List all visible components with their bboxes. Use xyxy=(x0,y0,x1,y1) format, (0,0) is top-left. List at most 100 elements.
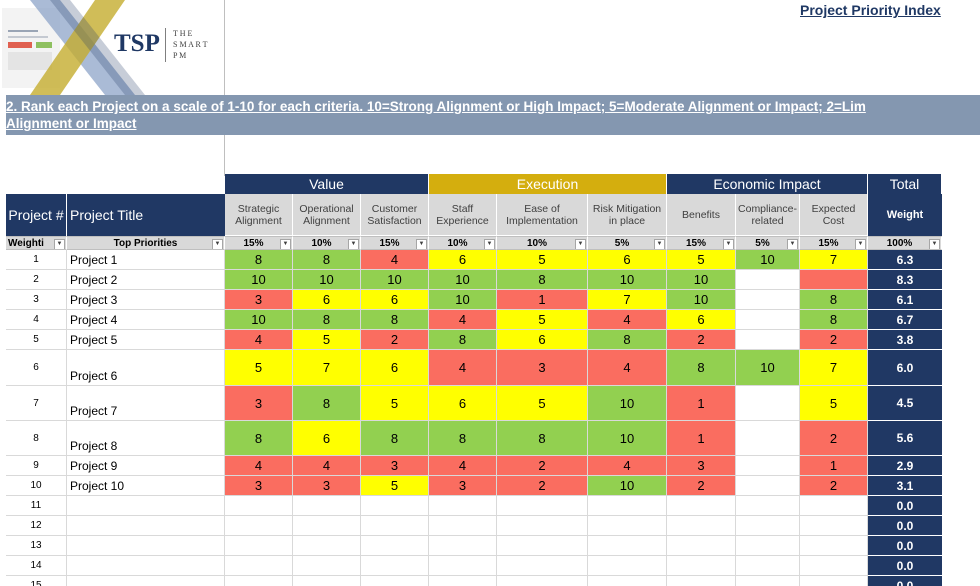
score-cell[interactable] xyxy=(225,536,293,556)
score-cell[interactable]: 10 xyxy=(667,290,736,310)
project-number-cell[interactable]: 3 xyxy=(6,290,67,310)
score-cell[interactable] xyxy=(293,576,361,586)
weight-cell[interactable]: 15% ▼ xyxy=(800,236,868,250)
score-cell[interactable] xyxy=(429,516,497,536)
score-cell[interactable] xyxy=(497,556,588,576)
score-cell[interactable]: 4 xyxy=(588,310,667,330)
score-cell[interactable] xyxy=(736,496,800,516)
weight-filter-button[interactable]: ▼ xyxy=(416,239,427,249)
score-cell[interactable]: 2 xyxy=(667,476,736,496)
score-cell[interactable] xyxy=(736,270,800,290)
project-number-cell[interactable]: 7 xyxy=(6,386,67,421)
weight-cell[interactable]: 5% ▼ xyxy=(588,236,667,250)
project-number-cell[interactable]: 15 xyxy=(6,576,67,586)
score-cell[interactable] xyxy=(361,556,429,576)
score-cell[interactable] xyxy=(361,536,429,556)
score-cell[interactable] xyxy=(800,270,868,290)
weight-filter-button[interactable]: ▼ xyxy=(348,239,359,249)
project-title-cell[interactable]: Project 2 xyxy=(67,270,225,290)
score-cell[interactable] xyxy=(225,576,293,586)
project-title-cell[interactable]: Project 9 xyxy=(67,456,225,476)
score-cell[interactable]: 10 xyxy=(293,270,361,290)
score-cell[interactable] xyxy=(293,556,361,576)
score-cell[interactable]: 6 xyxy=(361,290,429,310)
score-cell[interactable]: 10 xyxy=(225,270,293,290)
score-cell[interactable]: 3 xyxy=(497,350,588,386)
score-cell[interactable]: 8 xyxy=(588,330,667,350)
weight-cell[interactable]: 10% ▼ xyxy=(429,236,497,250)
score-cell[interactable] xyxy=(361,576,429,586)
score-cell[interactable]: 10 xyxy=(588,270,667,290)
score-cell[interactable]: 8 xyxy=(800,290,868,310)
score-cell[interactable]: 5 xyxy=(361,476,429,496)
score-cell[interactable] xyxy=(800,576,868,586)
project-title-cell[interactable] xyxy=(67,576,225,586)
score-cell[interactable]: 4 xyxy=(225,330,293,350)
score-cell[interactable]: 5 xyxy=(497,310,588,330)
score-cell[interactable] xyxy=(736,421,800,456)
score-cell[interactable] xyxy=(429,556,497,576)
score-cell[interactable] xyxy=(736,536,800,556)
score-cell[interactable]: 8 xyxy=(293,310,361,330)
score-cell[interactable] xyxy=(736,310,800,330)
project-title-cell[interactable]: Project 1 xyxy=(67,250,225,270)
score-cell[interactable]: 6 xyxy=(293,421,361,456)
score-cell[interactable]: 7 xyxy=(800,350,868,386)
score-cell[interactable] xyxy=(736,576,800,586)
score-cell[interactable]: 5 xyxy=(225,350,293,386)
score-cell[interactable]: 3 xyxy=(225,476,293,496)
score-cell[interactable]: 8 xyxy=(361,310,429,330)
weight-total-filter-button[interactable]: ▼ xyxy=(929,239,940,249)
project-number-cell[interactable]: 5 xyxy=(6,330,67,350)
score-cell[interactable]: 8 xyxy=(429,421,497,456)
project-title-cell[interactable] xyxy=(67,516,225,536)
score-cell[interactable] xyxy=(588,556,667,576)
project-title-cell[interactable]: Project 8 xyxy=(67,421,225,456)
score-cell[interactable] xyxy=(293,536,361,556)
score-cell[interactable] xyxy=(736,290,800,310)
score-cell[interactable] xyxy=(497,576,588,586)
score-cell[interactable]: 6 xyxy=(361,350,429,386)
score-cell[interactable]: 3 xyxy=(225,290,293,310)
score-cell[interactable] xyxy=(293,516,361,536)
weight-filter-button[interactable]: ▼ xyxy=(575,239,586,249)
score-cell[interactable]: 7 xyxy=(293,350,361,386)
score-cell[interactable] xyxy=(800,556,868,576)
weight-filter-button[interactable]: ▼ xyxy=(484,239,495,249)
score-cell[interactable] xyxy=(736,330,800,350)
score-cell[interactable] xyxy=(736,386,800,421)
score-cell[interactable]: 10 xyxy=(429,290,497,310)
score-cell[interactable] xyxy=(225,496,293,516)
weight-cell[interactable]: 5% ▼ xyxy=(736,236,800,250)
score-cell[interactable]: 1 xyxy=(497,290,588,310)
score-cell[interactable] xyxy=(667,556,736,576)
project-title-cell[interactable]: Project 10 xyxy=(67,476,225,496)
score-cell[interactable]: 6 xyxy=(429,250,497,270)
score-cell[interactable]: 2 xyxy=(800,330,868,350)
score-cell[interactable]: 2 xyxy=(497,456,588,476)
project-number-cell[interactable]: 10 xyxy=(6,476,67,496)
score-cell[interactable]: 3 xyxy=(429,476,497,496)
score-cell[interactable]: 8 xyxy=(497,421,588,456)
project-number-cell[interactable]: 12 xyxy=(6,516,67,536)
score-cell[interactable]: 10 xyxy=(588,421,667,456)
score-cell[interactable] xyxy=(497,536,588,556)
weight-cell[interactable]: 15% ▼ xyxy=(225,236,293,250)
project-number-cell[interactable]: 14 xyxy=(6,556,67,576)
score-cell[interactable] xyxy=(429,496,497,516)
score-cell[interactable]: 6 xyxy=(429,386,497,421)
weight-filter-button[interactable]: ▼ xyxy=(723,239,734,249)
score-cell[interactable] xyxy=(800,536,868,556)
score-cell[interactable]: 4 xyxy=(429,350,497,386)
score-cell[interactable] xyxy=(667,516,736,536)
project-title-cell[interactable]: Project 4 xyxy=(67,310,225,330)
score-cell[interactable]: 3 xyxy=(293,476,361,496)
project-title-cell[interactable]: Project 3 xyxy=(67,290,225,310)
score-cell[interactable]: 6 xyxy=(667,310,736,330)
score-cell[interactable] xyxy=(361,496,429,516)
score-cell[interactable] xyxy=(293,496,361,516)
score-cell[interactable]: 10 xyxy=(736,250,800,270)
score-cell[interactable]: 7 xyxy=(588,290,667,310)
score-cell[interactable] xyxy=(736,516,800,536)
weight-filter-button[interactable]: ▼ xyxy=(654,239,665,249)
